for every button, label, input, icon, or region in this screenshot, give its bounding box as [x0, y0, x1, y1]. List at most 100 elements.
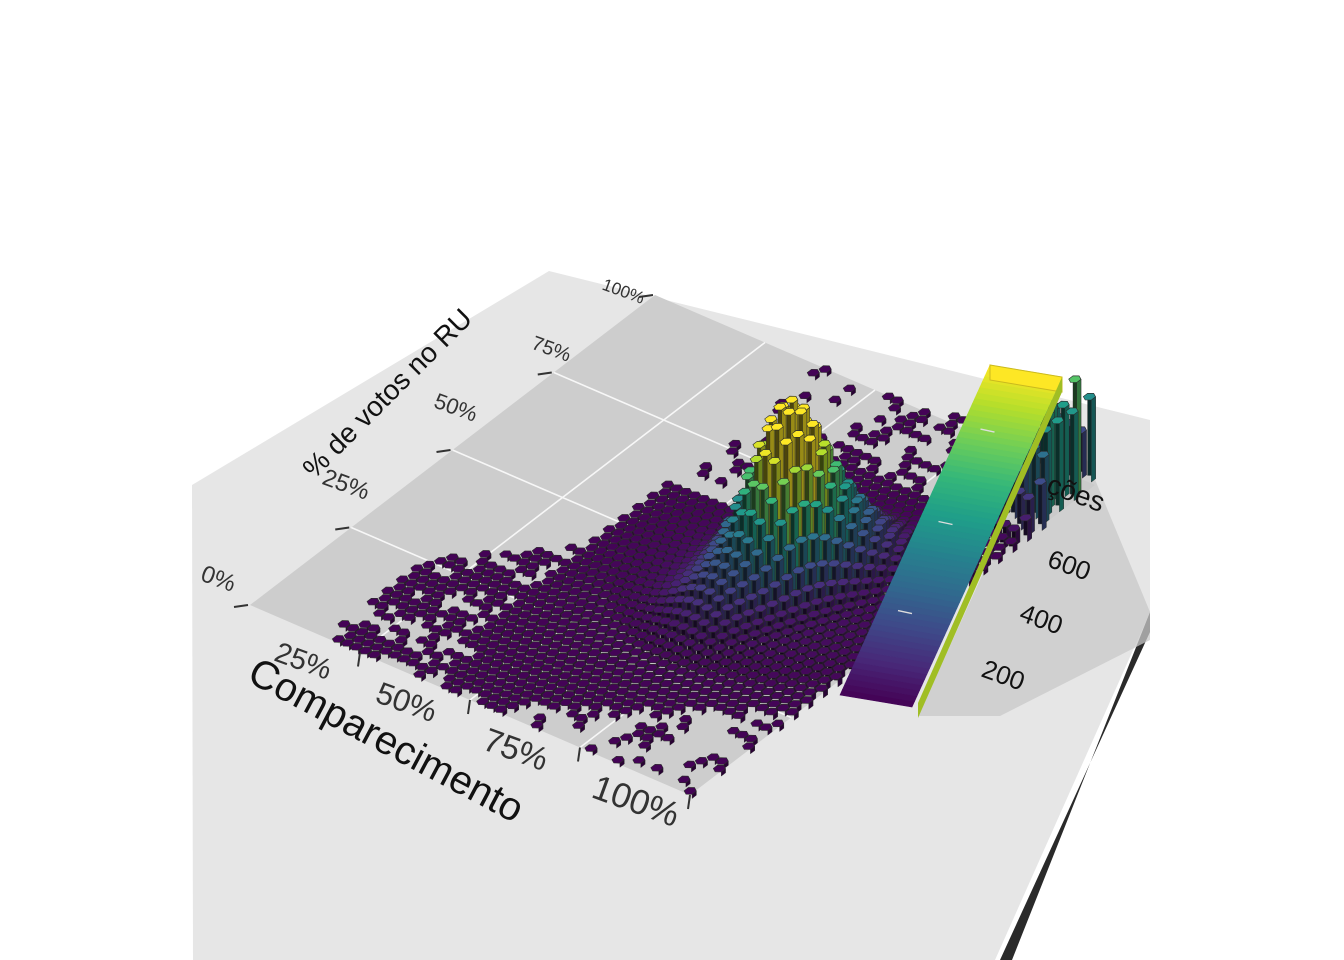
hex-column	[828, 395, 842, 408]
hex-column	[735, 703, 749, 717]
hex-column	[817, 676, 831, 691]
hex-column	[814, 684, 828, 699]
hex-column	[438, 629, 452, 641]
hex-column	[714, 477, 728, 490]
hex-column	[865, 437, 879, 450]
hex-column	[595, 572, 608, 587]
hex-column	[406, 658, 420, 671]
hex-column	[526, 562, 540, 574]
hex-column	[375, 601, 389, 614]
hex-column	[507, 641, 521, 653]
hex-column	[640, 506, 654, 519]
hex-column	[538, 558, 552, 571]
hex-column	[989, 552, 1003, 565]
hex-column	[537, 644, 551, 658]
hex-column	[608, 737, 622, 749]
hex-column	[556, 679, 570, 692]
hex-column	[492, 625, 506, 638]
hex-column	[668, 654, 682, 671]
hex-column	[455, 583, 469, 596]
hex-column	[696, 469, 710, 482]
hex-column	[694, 756, 708, 769]
hex-column	[402, 613, 416, 626]
hex-column	[592, 694, 606, 707]
y-tick-mark	[638, 294, 654, 298]
hex-column	[449, 685, 463, 698]
hex-column	[659, 650, 673, 667]
hex-column	[603, 664, 617, 677]
hex-column	[494, 591, 508, 604]
hex-column	[422, 560, 436, 573]
hex-column	[508, 667, 522, 680]
hex-column	[895, 468, 909, 481]
hex-column	[672, 703, 686, 716]
hex-column	[544, 569, 558, 582]
hex-column	[661, 733, 675, 746]
hex-column	[565, 709, 579, 722]
hex-column	[506, 701, 520, 714]
hex-column	[1004, 537, 1018, 554]
legend-tick-mark	[897, 609, 913, 615]
hex-column	[453, 617, 467, 630]
hex-column	[865, 464, 879, 477]
hex-column	[424, 666, 438, 679]
x-tick-mark	[687, 794, 691, 810]
x-tick-mark	[357, 652, 361, 667]
y-tick-mark	[335, 526, 350, 531]
hex-column	[499, 690, 513, 703]
hex-column	[800, 695, 814, 710]
hex-column	[586, 710, 600, 723]
hex-column	[589, 702, 603, 715]
hex-column	[944, 419, 958, 432]
hex-column	[776, 703, 790, 717]
hex-column	[390, 590, 404, 603]
hex-column	[479, 602, 493, 615]
legend-colorbar	[839, 364, 1063, 718]
hex-column	[424, 639, 438, 652]
hex-column	[430, 651, 444, 664]
hex-column	[603, 549, 617, 564]
hex-column	[942, 427, 956, 440]
hex-column	[381, 613, 395, 625]
hex-column	[631, 703, 644, 716]
hex-column	[638, 651, 652, 666]
hex-column	[764, 707, 778, 721]
hex-column	[409, 651, 423, 664]
hex-column	[928, 464, 942, 477]
hex-column	[759, 723, 773, 736]
hex-column	[568, 702, 582, 715]
hex-column	[478, 550, 492, 562]
hex-column	[474, 644, 488, 657]
hex-column	[465, 614, 479, 626]
hex-column	[372, 609, 386, 622]
hex-column	[532, 686, 546, 699]
hex-column	[1033, 477, 1047, 531]
hex-column	[890, 396, 904, 409]
hex-column	[683, 671, 697, 686]
hex-column	[529, 580, 543, 593]
hex-column	[533, 713, 547, 726]
legend-side-face	[918, 377, 1062, 718]
hex-column	[429, 598, 443, 611]
hex-column	[742, 742, 756, 755]
hex-column	[842, 384, 856, 397]
hex-column	[771, 719, 785, 732]
hex-column	[458, 576, 472, 589]
hex-column	[913, 476, 927, 488]
hex-column	[640, 733, 654, 746]
legend-tick-mark	[980, 428, 995, 433]
hex-column	[584, 744, 598, 757]
hex-column	[1007, 524, 1021, 546]
hex-column	[476, 697, 490, 710]
hex-column	[367, 624, 381, 636]
hex-column	[436, 663, 450, 675]
hex-column	[530, 606, 544, 620]
hex-column	[397, 628, 411, 641]
hex-column	[632, 755, 646, 769]
hex-column	[626, 656, 640, 670]
hex-column	[887, 403, 901, 416]
hex-column	[523, 682, 537, 695]
hex-column	[583, 690, 597, 704]
hex-column	[715, 757, 729, 770]
hex-column	[806, 368, 820, 381]
